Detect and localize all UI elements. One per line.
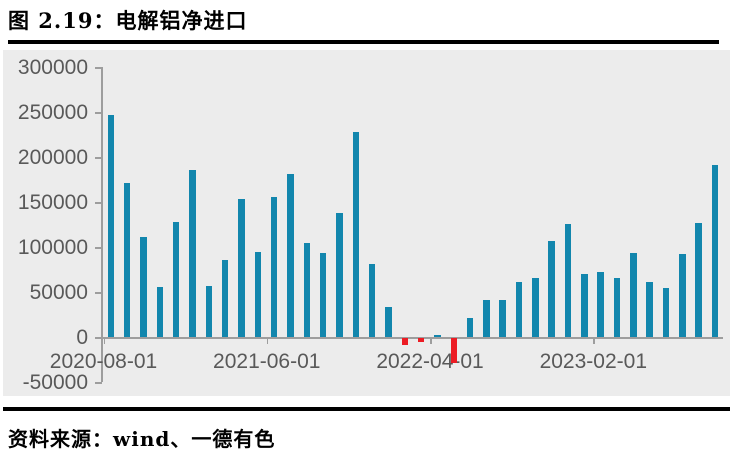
- x-tick-mark: [593, 337, 595, 345]
- y-tick-mark: [95, 202, 102, 204]
- bar-2020-08: [107, 115, 115, 338]
- bar-2021-04: [238, 198, 245, 338]
- bar-2023-02: [597, 271, 604, 338]
- y-tick-mark: [95, 247, 102, 249]
- bar-2021-06: [270, 196, 278, 338]
- y-tick-mark: [95, 157, 102, 159]
- bar-2021-05: [254, 251, 262, 338]
- y-tick-label: 150000: [17, 190, 88, 214]
- source-note: 资料来源：wind、一德有色: [8, 427, 276, 451]
- bar-2023-04: [630, 252, 637, 338]
- footer-divider: [3, 407, 730, 411]
- x-tick-label: 2022-04-01: [376, 350, 484, 373]
- bar-2022-09: [515, 281, 523, 338]
- title-divider: [8, 40, 719, 44]
- bar-2023-09: [711, 164, 719, 338]
- bar-2021-11: [352, 132, 360, 338]
- bar-2023-06: [662, 287, 670, 338]
- bar-2021-09: [319, 252, 327, 338]
- bar-2022-06: [466, 318, 474, 338]
- bar-2022-12: [564, 223, 572, 338]
- bar-2021-12: [368, 264, 376, 338]
- bar-2022-10: [532, 277, 539, 338]
- x-tick-mark: [430, 337, 432, 345]
- bar-2021-02: [205, 286, 213, 338]
- y-axis-spine: [101, 67, 103, 383]
- bar-2022-07: [483, 299, 490, 338]
- bar-2023-01: [581, 274, 588, 338]
- y-tick-mark: [95, 337, 102, 339]
- y-tick-label: 100000: [17, 235, 88, 259]
- bar-2020-09: [123, 183, 131, 338]
- bar-2020-12: [172, 222, 180, 338]
- bar-2020-10: [140, 237, 147, 338]
- x-axis-line: [101, 337, 723, 339]
- x-tick-label: 2020-08-01: [49, 350, 158, 373]
- bar-2022-01: [385, 306, 392, 338]
- bar-2023-08: [695, 223, 702, 338]
- y-tick-label: 250000: [17, 100, 88, 124]
- bar-2023-07: [679, 253, 686, 338]
- y-tick-label: -50000: [22, 370, 88, 394]
- x-tick-label: 2021-06-01: [213, 350, 321, 373]
- bar-2022-02: [401, 338, 409, 345]
- y-tick-label: 0: [76, 325, 88, 349]
- bar-2020-11: [156, 286, 164, 338]
- y-tick-mark: [95, 292, 102, 294]
- figure-title: 图 2.19：电解铝净进口: [8, 8, 248, 33]
- bar-2022-03: [417, 338, 425, 342]
- x-tick-mark: [103, 337, 105, 345]
- y-tick-mark: [95, 382, 102, 384]
- bar-2021-07: [287, 174, 294, 338]
- bar-2023-05: [646, 282, 653, 338]
- bar-2021-01: [189, 169, 196, 338]
- bar-2021-10: [336, 213, 343, 338]
- x-tick-mark: [266, 337, 269, 345]
- y-tick-label: 200000: [17, 145, 88, 169]
- x-tick-label: 2023-02-01: [539, 350, 647, 373]
- bar-2022-08: [499, 299, 506, 338]
- y-tick-label: 50000: [29, 280, 88, 304]
- y-tick-label: 300000: [17, 55, 88, 79]
- y-tick-mark: [95, 112, 102, 114]
- bar-2023-03: [613, 277, 621, 338]
- bar-2021-03: [221, 259, 229, 338]
- bar-2022-11: [548, 241, 555, 338]
- bar-2022-05: [450, 338, 458, 363]
- y-tick-mark: [95, 67, 102, 69]
- bar-2021-08: [303, 242, 311, 338]
- bar-2022-04: [434, 334, 441, 338]
